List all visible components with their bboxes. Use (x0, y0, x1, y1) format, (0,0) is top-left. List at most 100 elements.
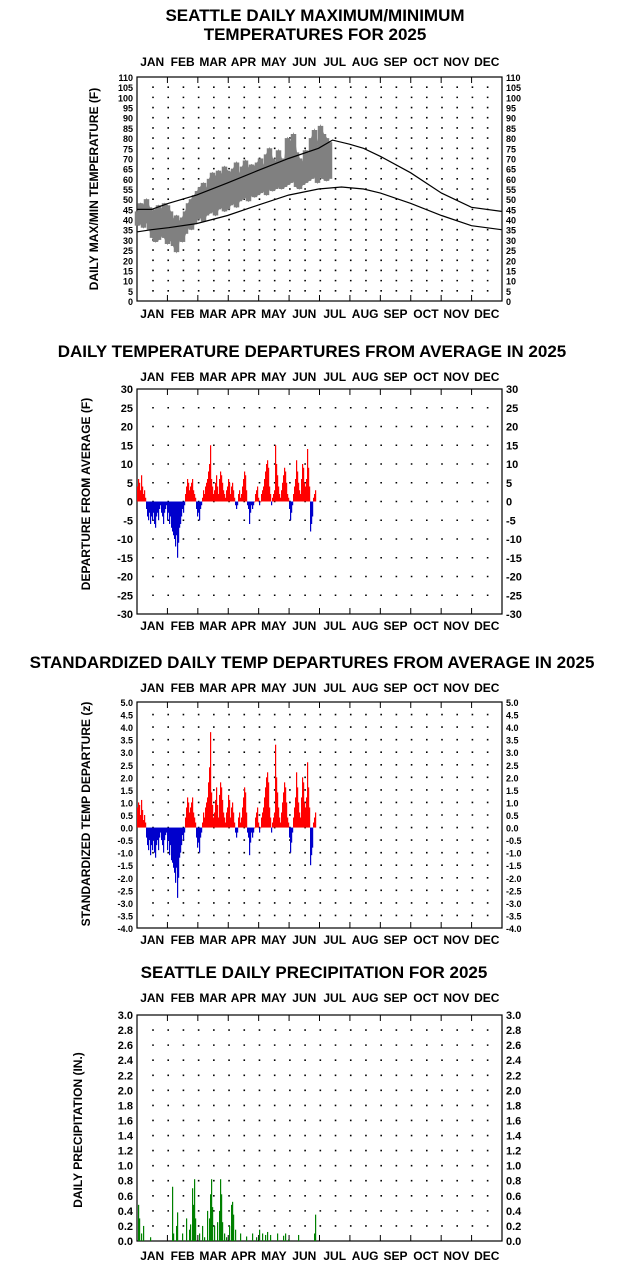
negative-departure-bar (198, 827, 200, 843)
month-label-bottom: JAN (140, 307, 164, 321)
positive-departure-bar (285, 787, 287, 828)
y-tick-label-left: 4.0 (120, 723, 133, 733)
month-label-bottom: FEB (171, 619, 195, 633)
positive-departure-bar (218, 494, 220, 502)
precip-bar (256, 1237, 258, 1241)
positive-departure-bar (205, 807, 207, 828)
y-tick-label-left: 10 (121, 459, 133, 471)
precip-bar (298, 1234, 300, 1241)
positive-departure-bar (139, 804, 141, 828)
negative-departure-bar (165, 827, 167, 836)
positive-departure-bar (313, 497, 315, 502)
positive-departure-bar (227, 807, 229, 828)
y-tick-label-left: 0 (128, 297, 133, 307)
positive-departure-bar (204, 494, 206, 502)
y-tick-label-left: 65 (123, 165, 133, 175)
positive-departure-bar (302, 464, 304, 502)
precip-bar (285, 1233, 287, 1241)
positive-departure-bar (208, 471, 210, 502)
negative-departure-bar (237, 827, 239, 833)
negative-departure-bar (166, 501, 168, 506)
negative-departure-bar (154, 827, 156, 853)
positive-departure-bar (139, 482, 141, 502)
positive-departure-bar (206, 482, 208, 502)
positive-departure-bar (263, 807, 265, 828)
negative-departure-bar (237, 501, 239, 506)
negative-departure-bar (271, 501, 273, 506)
y-tick-label-right: 0.6 (506, 1191, 521, 1203)
y-tick-label-right: 1.0 (506, 798, 519, 808)
y-tick-label-left: 70 (123, 154, 133, 164)
negative-departure-bar (149, 501, 151, 513)
month-label-top: MAY (261, 55, 287, 69)
positive-departure-bar (256, 490, 258, 502)
positive-departure-bar (232, 802, 234, 828)
y-tick-label-left: 3.5 (120, 736, 133, 746)
positive-departure-bar (274, 812, 276, 828)
negative-departure-bar (154, 501, 156, 524)
y-tick-label-left: 2.0 (120, 773, 133, 783)
month-label-bottom: APR (231, 307, 257, 321)
positive-departure-bar (279, 817, 281, 828)
positive-departure-bar (188, 482, 190, 502)
month-label-bottom: MAY (261, 307, 287, 321)
positive-departure-bar (234, 497, 236, 502)
positive-departure-bar (232, 482, 234, 502)
y-tick-label-right: 2.6 (506, 1040, 521, 1052)
positive-departure-bar (303, 467, 305, 502)
month-label-top: MAR (199, 991, 227, 1005)
y-tick-label-left: -15 (117, 553, 133, 565)
y-tick-label-left: 2.2 (118, 1070, 133, 1082)
positive-departure-bar (301, 797, 303, 828)
negative-departure-bar (291, 827, 293, 843)
positive-departure-bar (243, 797, 245, 828)
positive-departure-bar (279, 494, 281, 502)
y-tick-label-right: 0.4 (506, 1206, 522, 1218)
negative-departure-bar (259, 501, 261, 506)
y-tick-label-left: -3.0 (117, 899, 133, 909)
positive-departure-bar (195, 497, 197, 502)
negative-departure-bar (181, 827, 183, 846)
y-tick-label-right: 70 (506, 154, 516, 164)
positive-departure-bar (218, 817, 220, 828)
negative-departure-bar (253, 501, 255, 506)
precip-bar (235, 1229, 237, 1241)
positive-departure-bar (277, 792, 279, 828)
negative-departure-bar (271, 827, 273, 833)
y-tick-label-left: 0.2 (118, 1221, 133, 1233)
y-tick-label-left: 5 (128, 287, 133, 297)
positive-departure-bar (307, 762, 309, 828)
y-tick-label-left: 0.0 (120, 824, 133, 834)
positive-departure-bar (254, 501, 256, 503)
y-tick-label-left: 35 (123, 226, 133, 236)
negative-departure-bar (169, 827, 171, 856)
positive-departure-bar (284, 782, 286, 828)
month-label-bottom: OCT (413, 1249, 439, 1263)
precip-bar (262, 1233, 264, 1241)
month-label-bottom: JAN (140, 933, 164, 947)
positive-departure-bar (307, 449, 309, 502)
precip-bar (211, 1179, 213, 1241)
negative-departure-bar (247, 501, 249, 506)
positive-departure-bar (285, 471, 287, 502)
y-tick-label-right: -5 (506, 515, 516, 527)
y-tick-label-left: 75 (123, 144, 133, 154)
positive-departure-bar (143, 494, 145, 502)
positive-departure-bar (270, 494, 272, 502)
positive-departure-bar (306, 797, 308, 828)
y-tick-label-right: 80 (506, 134, 516, 144)
y-tick-label-right: -15 (506, 553, 522, 565)
month-label-top: FEB (171, 370, 195, 384)
positive-departure-bar (223, 490, 225, 502)
positive-departure-bar (245, 475, 247, 502)
negative-departure-bar (290, 501, 292, 521)
positive-departure-bar (308, 787, 310, 828)
positive-departure-bar (264, 797, 266, 828)
precip-bar (199, 1233, 201, 1241)
positive-departure-bar (256, 812, 258, 828)
y-tick-label-left: 25 (123, 246, 133, 256)
negative-departure-bar (180, 827, 182, 853)
positive-departure-bar (272, 497, 274, 502)
y-tick-label-right: 35 (506, 226, 516, 236)
normal-high-line (137, 139, 502, 212)
